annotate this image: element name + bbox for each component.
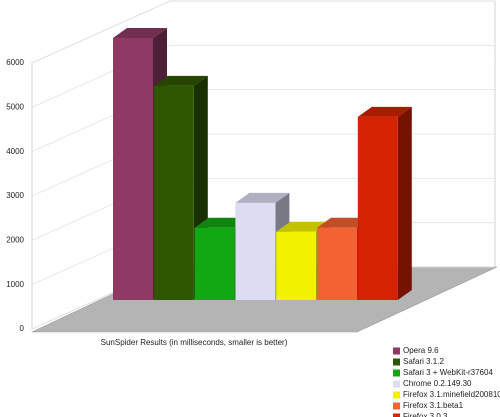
legend-swatch [393, 402, 400, 410]
bar [317, 227, 357, 300]
legend-swatch [393, 369, 400, 377]
legend-swatch [393, 413, 400, 417]
legend-swatch [393, 380, 400, 388]
y-tick-label: 4000 [6, 147, 24, 156]
legend-label: Firefox 3.1.minefield20081023 [403, 390, 500, 399]
bar-group [153, 75, 208, 301]
legend-swatch [393, 358, 400, 366]
legend-label: Safari 3.1.2 [403, 357, 444, 366]
grid-line [31, 44, 495, 108]
bar-side [397, 106, 412, 300]
legend-label: Chrome 0.2.149.30 [403, 379, 472, 388]
bar-top [113, 27, 167, 38]
legend-swatch [393, 347, 400, 355]
legend-label: Firefox 3.1.beta1 [403, 401, 464, 410]
y-tick-label: 6000 [6, 58, 24, 67]
y-tick-label: 0 [20, 324, 25, 333]
bar [194, 227, 235, 300]
legend-label: Opera 9.6 [403, 346, 439, 355]
legend-label: Safari 3 + WebKit-r37604 [403, 368, 493, 377]
bar-top [153, 75, 208, 86]
bar [113, 37, 153, 301]
x-axis-label: SunSpider Results (in milliseconds, smal… [101, 338, 288, 347]
bar [276, 231, 317, 300]
y-tick-label: 5000 [6, 102, 24, 111]
grid-line [31, 0, 495, 64]
bar [357, 116, 398, 300]
bar [235, 202, 276, 300]
bar-top [194, 217, 249, 228]
bar-group [357, 106, 412, 300]
bar-top [276, 221, 331, 232]
y-tick-label: 3000 [6, 191, 24, 200]
bar [153, 85, 194, 301]
y-tick-label: 2000 [6, 235, 24, 244]
bar-top [357, 106, 412, 117]
bar-top [317, 217, 371, 228]
bar-top [235, 192, 290, 203]
legend-swatch [393, 391, 400, 399]
legend-label: Firefox 3.0.3 [403, 412, 448, 417]
y-tick-label: 1000 [6, 280, 24, 289]
